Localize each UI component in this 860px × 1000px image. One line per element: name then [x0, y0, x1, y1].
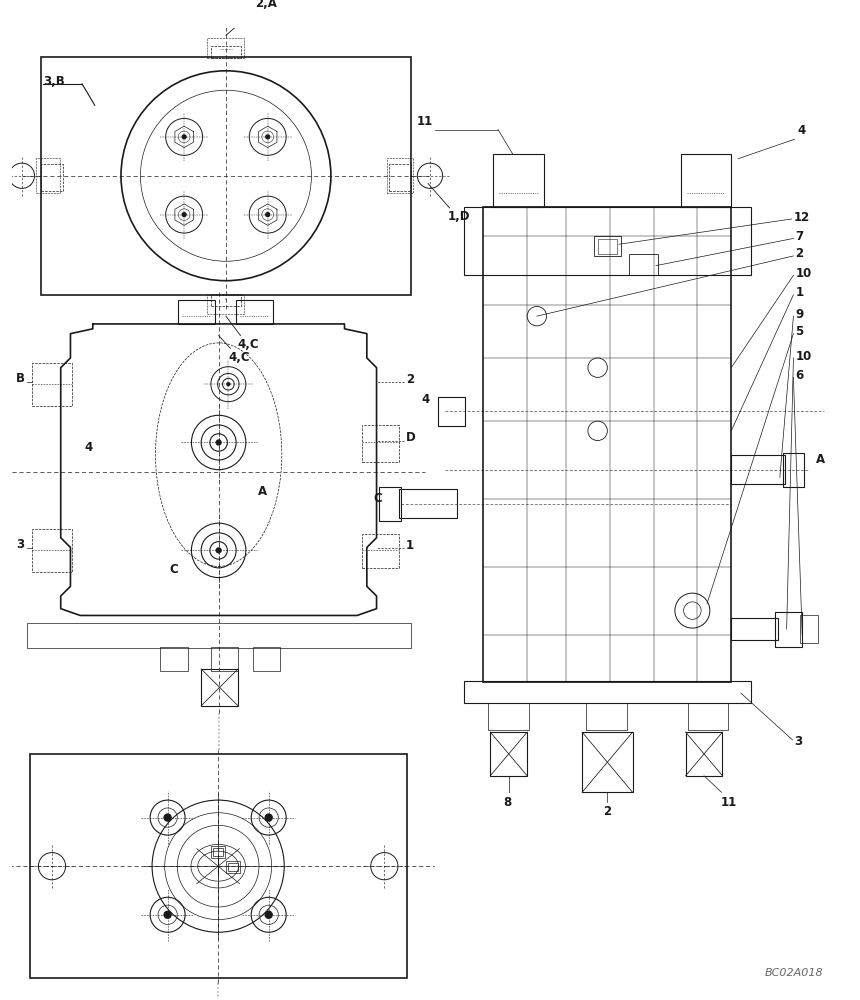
Text: 12: 12	[794, 211, 809, 224]
Text: 2: 2	[603, 805, 611, 818]
Bar	[207, 38, 244, 58]
Bar	[464, 681, 751, 703]
Text: 2: 2	[796, 247, 803, 260]
Bar	[41, 57, 410, 295]
Text: 11: 11	[416, 115, 433, 128]
Circle shape	[265, 911, 272, 918]
Text: 1: 1	[796, 286, 803, 299]
Text: C: C	[169, 563, 178, 576]
Bar	[32, 529, 72, 572]
Bar	[598, 239, 617, 254]
Text: 11: 11	[720, 796, 736, 809]
Text: 3: 3	[16, 538, 25, 551]
Bar	[801, 615, 818, 643]
Text: A: A	[257, 485, 267, 498]
Bar	[36, 158, 59, 193]
Bar	[731, 455, 784, 484]
Text: 6: 6	[796, 369, 803, 382]
Circle shape	[164, 911, 171, 918]
Bar	[390, 164, 410, 191]
Bar	[226, 861, 240, 873]
Bar	[490, 732, 527, 776]
Bar	[586, 703, 627, 730]
Bar	[362, 425, 399, 462]
Circle shape	[182, 213, 186, 217]
Bar	[687, 703, 728, 730]
Bar	[629, 254, 658, 275]
Circle shape	[266, 135, 270, 139]
Text: A: A	[816, 453, 825, 466]
Text: 9: 9	[796, 308, 803, 321]
Text: 2,A: 2,A	[255, 0, 277, 10]
Bar	[201, 669, 238, 706]
Bar	[212, 294, 241, 306]
Text: C: C	[373, 492, 383, 505]
Text: 4: 4	[797, 124, 806, 137]
Bar	[27, 623, 410, 648]
Bar	[488, 703, 529, 730]
Bar	[211, 647, 238, 671]
Text: 4: 4	[421, 393, 430, 406]
Circle shape	[216, 440, 222, 445]
Bar	[237, 300, 273, 324]
Bar	[493, 154, 544, 207]
Bar	[731, 618, 778, 640]
Text: 7: 7	[796, 230, 803, 243]
Text: 3,B: 3,B	[43, 75, 65, 88]
Bar	[362, 534, 399, 568]
Bar	[582, 732, 633, 792]
Text: 2: 2	[406, 373, 414, 386]
Bar	[207, 295, 244, 314]
Bar	[253, 647, 280, 671]
Text: 4,C: 4,C	[229, 351, 250, 364]
Text: 10: 10	[796, 350, 812, 363]
Circle shape	[164, 814, 171, 821]
Bar	[379, 487, 401, 521]
Circle shape	[182, 135, 186, 139]
Bar	[213, 848, 223, 856]
Text: 10: 10	[796, 267, 812, 280]
Bar	[32, 363, 72, 406]
Text: B: B	[15, 372, 25, 385]
Bar	[212, 46, 241, 58]
Bar	[41, 164, 63, 191]
Circle shape	[266, 213, 270, 217]
Bar	[160, 647, 187, 671]
Text: 4: 4	[84, 441, 93, 454]
Bar	[775, 612, 802, 647]
Bar	[593, 236, 621, 256]
Text: D: D	[406, 431, 415, 444]
Text: 8: 8	[504, 796, 512, 809]
Text: 3: 3	[795, 735, 802, 748]
Bar	[783, 453, 804, 487]
Bar	[212, 846, 225, 858]
Circle shape	[226, 382, 230, 386]
Bar	[387, 158, 414, 193]
Text: 5: 5	[796, 325, 803, 338]
Bar	[681, 154, 731, 207]
Bar	[29, 754, 407, 978]
Text: 1: 1	[406, 539, 414, 552]
Bar	[228, 863, 237, 871]
Circle shape	[265, 814, 272, 821]
Text: 1,D: 1,D	[447, 210, 470, 223]
Bar	[438, 397, 465, 426]
Circle shape	[216, 547, 222, 553]
Bar	[483, 207, 731, 682]
Text: 4,C: 4,C	[237, 338, 259, 351]
Bar	[399, 489, 458, 518]
Bar	[178, 300, 215, 324]
Bar	[685, 732, 722, 776]
Text: BC02A018: BC02A018	[765, 968, 824, 978]
Bar	[464, 207, 751, 275]
